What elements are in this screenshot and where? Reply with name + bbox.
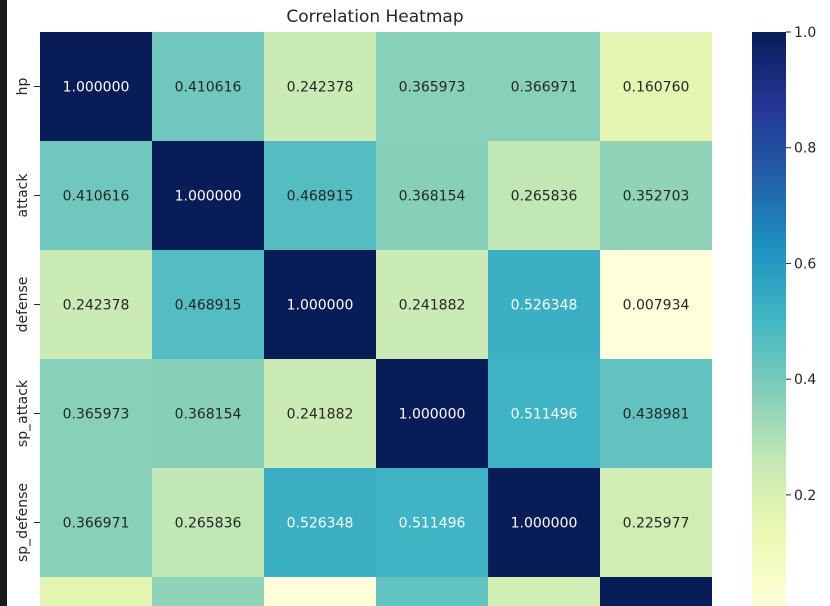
- heatmap-cell-partial: [600, 577, 712, 606]
- cell-value-label: 1.000000: [63, 80, 130, 96]
- heatmap-cell-partial: [264, 577, 376, 606]
- cell-value-label: 0.526348: [511, 298, 578, 314]
- heatmap-cell: [152, 32, 264, 141]
- heatmap-cell: [40, 468, 152, 577]
- heatmap-cell: [376, 359, 488, 468]
- cell-value-label: 0.368154: [399, 189, 466, 205]
- heatmap-cell: [488, 359, 600, 468]
- cell-value-label: 0.468915: [287, 189, 354, 205]
- chart-title: Correlation Heatmap: [286, 7, 463, 27]
- heatmap-cell: [264, 468, 376, 577]
- cell-value-label: 0.511496: [399, 516, 466, 532]
- heatmap-cell: [600, 468, 712, 577]
- cell-value-label: 0.365973: [399, 80, 466, 96]
- heatmap-cell-partial: [488, 577, 600, 606]
- heatmap-cell: [152, 141, 264, 250]
- heatmap-cell: [376, 32, 488, 141]
- heatmap-cell-partial: [40, 577, 152, 606]
- heatmap-cell: [488, 32, 600, 141]
- cell-value-label: 0.352703: [623, 189, 690, 205]
- cell-value-label: 0.160760: [623, 80, 690, 96]
- cell-value-label: 1.000000: [287, 298, 354, 314]
- heatmap-cell: [488, 468, 600, 577]
- heatmap-cell: [40, 250, 152, 359]
- colorbar-tick-label: 1.0: [794, 25, 816, 41]
- cell-value-label: 0.265836: [511, 189, 578, 205]
- heatmap-cell: [152, 468, 264, 577]
- cell-value-label: 0.241882: [287, 407, 354, 423]
- cell-value-label: 0.366971: [511, 80, 578, 96]
- heatmap-cell: [264, 250, 376, 359]
- y-tick-label: sp_defense: [15, 483, 31, 562]
- cell-value-label: 0.526348: [287, 516, 354, 532]
- heatmap-cells: 1.000000 0.410616 0.242378 0.365973 0.366971…: [40, 32, 712, 606]
- heatmap-cell: [600, 359, 712, 468]
- cell-value-label: 0.366971: [63, 516, 130, 532]
- cell-value-label: 0.468915: [175, 298, 242, 314]
- y-tick-label: hp: [15, 78, 31, 96]
- heatmap-cell: [264, 141, 376, 250]
- cell-value-label: 0.242378: [287, 80, 354, 96]
- heatmap-cell: [152, 250, 264, 359]
- heatmap-cell: [376, 250, 488, 359]
- heatmap-cell: [600, 250, 712, 359]
- cell-value-label: 0.365973: [63, 407, 130, 423]
- cell-value-label: 0.410616: [175, 80, 242, 96]
- y-tick-label: defense: [15, 277, 31, 333]
- window-edge: [0, 0, 7, 606]
- heatmap-cell: [488, 250, 600, 359]
- cell-value-label: 1.000000: [511, 516, 578, 532]
- heatmap-cell: [376, 141, 488, 250]
- cell-value-label: 0.511496: [511, 407, 578, 423]
- cell-value-label: 0.410616: [63, 189, 130, 205]
- heatmap-cell-partial: [376, 577, 488, 606]
- colorbar-gradient: [752, 32, 786, 606]
- cell-value-label: 0.225977: [623, 516, 690, 532]
- cell-value-label: 0.007934: [623, 298, 690, 314]
- colorbar-tick-label: 0.4: [794, 372, 816, 388]
- heatmap-cell: [600, 141, 712, 250]
- cell-value-label: 0.438981: [623, 407, 690, 423]
- colorbar-tick-label: 0.8: [794, 141, 816, 157]
- y-tick-label: attack: [15, 173, 31, 218]
- cell-value-label: 0.241882: [399, 298, 466, 314]
- cell-value-label: 0.265836: [175, 516, 242, 532]
- heatmap-cell: [152, 359, 264, 468]
- heatmap-cell: [40, 359, 152, 468]
- cell-value-label: 0.368154: [175, 407, 242, 423]
- heatmap-cell-partial: [152, 577, 264, 606]
- y-tick-label: sp_attack: [15, 379, 31, 447]
- colorbar-tick-label: 0.2: [794, 488, 816, 504]
- heatmap-cell: [40, 141, 152, 250]
- heatmap-cell: [376, 468, 488, 577]
- heatmap-cell: [264, 32, 376, 141]
- cell-value-label: 0.242378: [63, 298, 130, 314]
- heatmap-cell: [600, 32, 712, 141]
- colorbar-tick-label: 0.6: [794, 256, 816, 272]
- y-axis-ticks: hp attack defense sp_attack sp_defense: [15, 78, 40, 562]
- heatmap-cell: [40, 32, 152, 141]
- heatmap-cell: [488, 141, 600, 250]
- heatmap-cell: [264, 359, 376, 468]
- cell-value-label: 1.000000: [175, 189, 242, 205]
- cell-value-label: 1.000000: [399, 407, 466, 423]
- colorbar: 0.2 0.4 0.6 0.8 1.0: [752, 25, 816, 606]
